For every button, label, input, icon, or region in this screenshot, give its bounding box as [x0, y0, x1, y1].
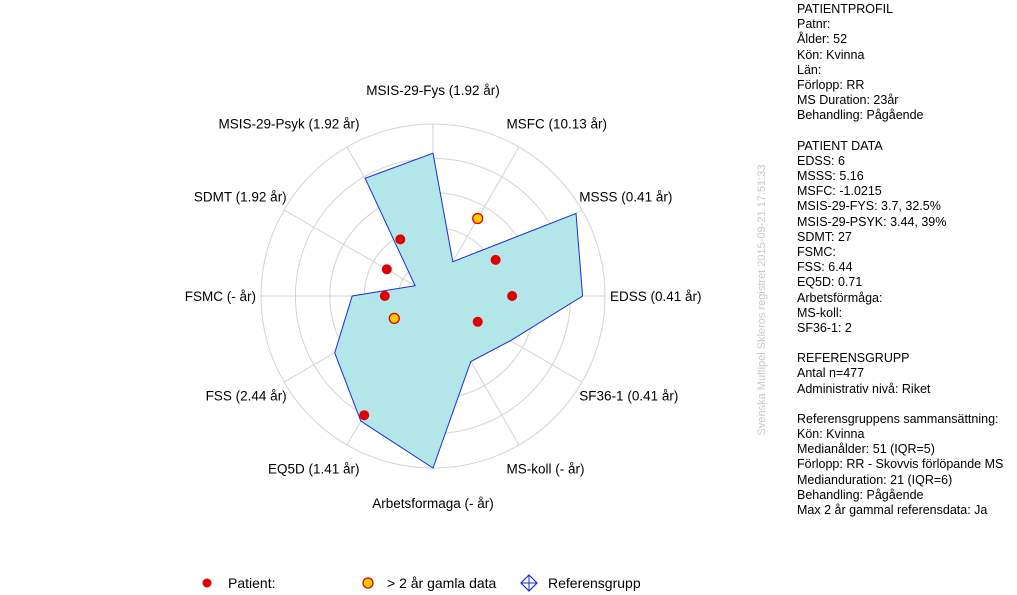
axis-label-11: MSIS-29-Psyk (1.92 år): [218, 117, 359, 132]
radar-chart: MSIS-29-Fys (1.92 år) MSFC (10.13 år) MSSS…: [185, 83, 702, 592]
axis-label-10: SDMT (1.92 år): [194, 190, 287, 205]
axis-label-8: FSS (2.44 år): [206, 389, 287, 404]
watermark-text: Svenska Multipel Skleros registret 2015-…: [756, 164, 768, 436]
panel-line: Förlopp: RR: [797, 78, 865, 93]
section-gap: [797, 397, 1015, 412]
patient-point-7: [395, 234, 406, 245]
patient-series: [359, 212, 518, 421]
panel-line: Medianålder: 51 (IQR=5): [797, 442, 935, 457]
patient-point-1: [507, 291, 518, 301]
patient-point-3: [359, 410, 370, 421]
section-gap: [797, 124, 1015, 139]
panel-line: SF36-1: 2: [797, 321, 852, 336]
axis-label-7: EQ5D (1.41 år): [268, 461, 360, 476]
panel-line: FSS: 6.44: [797, 260, 853, 275]
legend: Patient: > 2 år gamla data Referensgrupp: [202, 574, 641, 592]
panel-line: MSFC: -1.0215: [797, 184, 882, 199]
panel-line: FSMC:: [797, 245, 836, 260]
legend-reference-label: Referensgrupp: [548, 575, 641, 591]
patient-point-6: [381, 264, 392, 275]
patient-info-panel: PATIENTPROFIL Patnr: Ålder: 52 Kön: Kvinna L…: [797, 2, 1015, 518]
panel-line: SDMT: 27: [797, 229, 852, 244]
panel-line: Behandling: Pågående: [797, 487, 924, 502]
section-gap: [797, 336, 1015, 351]
panel-line: Kön: Kvinna: [797, 47, 865, 62]
legend-patient-label: Patient:: [228, 575, 275, 591]
patient-point-old-8: [472, 212, 484, 225]
legend-old-marker: [362, 577, 374, 589]
panel-line: Kön: Kvinna: [797, 427, 865, 442]
patient-point-old-4: [388, 312, 400, 325]
panel-line: EQ5D: 0.71: [797, 275, 863, 290]
reference-polygon: [334, 152, 584, 469]
panel-line: Medianduration: 21 (IQR=6): [797, 472, 953, 487]
panel-line: MSSS: 5.16: [797, 169, 864, 184]
axis-label-6: Arbetsformaga (- år): [372, 496, 494, 511]
panel-section-title: PATIENT DATA: [797, 138, 883, 153]
axis-label-1: MSFC (10.13 år): [507, 117, 608, 132]
panel-section-title: REFERENSGRUPP: [797, 351, 910, 366]
panel-line: Behandling: Pågående: [797, 108, 924, 123]
grid-spoke-10: [283, 209, 434, 297]
legend-patient-marker: [202, 578, 212, 588]
patient-point-2: [472, 316, 483, 327]
axis-label-0: MSIS-29-Fys (1.92 år): [366, 83, 500, 98]
axis-label-3: EDSS (0.41 år): [610, 289, 702, 304]
panel-line: Patnr:: [797, 17, 831, 32]
axis-labels: MSIS-29-Fys (1.92 år) MSFC (10.13 år) MSSS…: [185, 83, 702, 511]
panel-line: MS-koll:: [797, 305, 843, 320]
panel-section-title: Referensgruppens sammansättning:: [797, 411, 999, 426]
axis-label-5: MS-koll (- år): [507, 461, 585, 476]
patient-point-5: [379, 291, 390, 301]
reference-series: [334, 152, 584, 469]
legend-old-label: > 2 år gamla data: [387, 575, 497, 591]
axis-label-4: SF36-1 (0.41 år): [579, 389, 678, 404]
panel-line: EDSS: 6: [797, 153, 845, 168]
panel-line: MS Duration: 23år: [797, 93, 899, 108]
panel-section-title: PATIENTPROFIL: [797, 2, 894, 16]
patient-point-0: [490, 254, 501, 265]
panel-line: MSIS-29-FYS: 3.7, 32.5%: [797, 199, 941, 214]
axis-label-2: MSSS (0.41 år): [579, 190, 672, 205]
panel-line: Län:: [797, 62, 822, 77]
panel-line: Ålder: 52: [797, 32, 848, 47]
panel-line: Administrativ nivå: Riket: [797, 381, 931, 396]
panel-line: Antal n=477: [797, 366, 865, 381]
axis-label-9: FSMC (- år): [185, 289, 256, 304]
legend-reference-marker: [520, 574, 538, 592]
panel-line: Arbetsförmåga:: [797, 290, 883, 305]
panel-line: Max 2 år gammal referensdata: Ja: [797, 503, 988, 518]
panel-line: MSIS-29-PSYK: 3.44, 39%: [797, 214, 947, 229]
panel-line: Förlopp: RR - Skovvis förlöpande MS: [797, 457, 1004, 472]
